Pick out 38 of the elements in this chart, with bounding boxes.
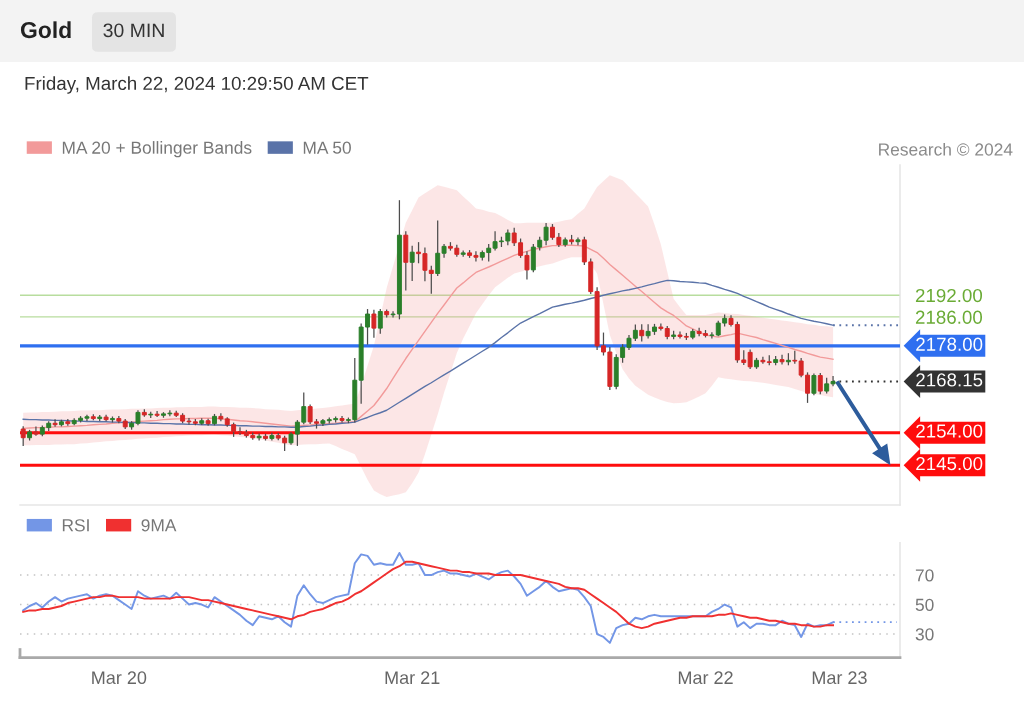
candlestick	[371, 309, 377, 338]
candlestick	[154, 411, 160, 418]
ref-line-label: 2178.00	[916, 337, 983, 351]
candlestick	[779, 354, 785, 365]
chart-subtitle: Friday, March 22, 2024 10:29:50 AM CET	[25, 76, 369, 94]
y-tick-label: 2192.00	[915, 288, 983, 303]
x-tick-label: Mar 21	[385, 671, 440, 685]
candlestick	[339, 416, 345, 423]
candlestick	[817, 373, 823, 395]
candlestick	[575, 237, 581, 246]
x-tick-label: Mar 23	[812, 671, 867, 685]
chart-title: Gold	[20, 21, 71, 39]
line-series	[22, 560, 835, 630]
candlestick	[20, 426, 26, 446]
candlestick	[33, 426, 39, 436]
candlestick	[256, 433, 262, 441]
ref-line-label: 2145.00	[916, 456, 983, 471]
candlestick	[52, 419, 58, 427]
legend-label: 9MA	[141, 519, 177, 532]
text: Research © 2024	[879, 142, 1013, 156]
candlestick	[658, 323, 664, 331]
legend-label: MA 50	[303, 141, 351, 154]
legend-label: RSI	[62, 519, 89, 532]
y-tick-label: 30	[915, 628, 934, 641]
y-tick-label: 2186.00	[915, 310, 983, 324]
candlestick	[269, 432, 275, 441]
legend-label: MA 20 + Bollinger Bands	[62, 141, 252, 158]
text: 30 MIN	[103, 23, 164, 38]
candlestick	[811, 373, 817, 396]
x-tick-label: Mar 20	[92, 671, 147, 685]
ref-line-label: 2168.15	[916, 373, 983, 387]
ref-line-label: 2154.00	[916, 424, 983, 438]
candlestick	[747, 349, 753, 369]
y-tick-label: 50	[915, 598, 934, 611]
y-tick-label: 70	[915, 569, 934, 582]
candlestick	[377, 309, 383, 334]
candlestick	[409, 245, 415, 282]
x-tick-label: Mar 22	[678, 671, 733, 685]
